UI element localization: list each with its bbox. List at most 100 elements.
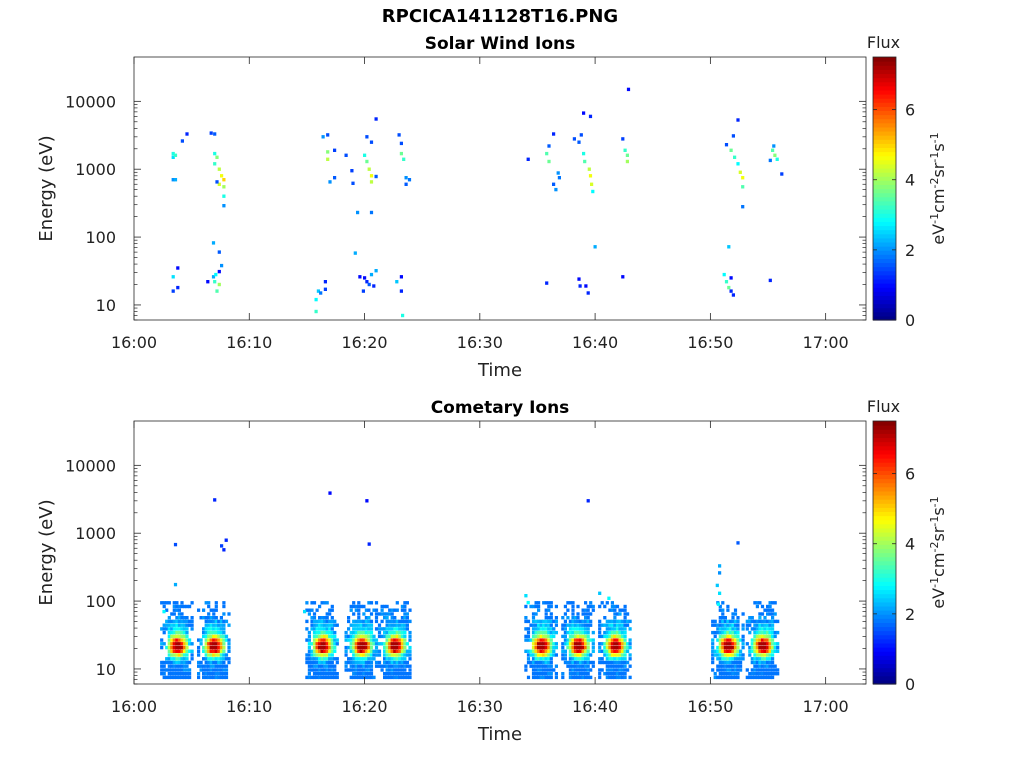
- data-cell: [365, 159, 369, 164]
- data-cell: [537, 642, 541, 646]
- data-cell: [615, 668, 620, 672]
- data-cell: [579, 638, 583, 642]
- data-cell: [716, 657, 720, 661]
- data-cell: [610, 608, 614, 612]
- data-cell: [408, 668, 412, 672]
- data-cell: [305, 675, 309, 680]
- data-cell: [359, 672, 363, 676]
- data-cell: [212, 627, 216, 631]
- colorbar-step: [873, 102, 896, 107]
- data-cell: [217, 672, 221, 676]
- data-cell: [618, 638, 622, 642]
- data-cell: [748, 645, 752, 650]
- data-cell: [328, 627, 332, 631]
- data-cell: [172, 653, 176, 657]
- colorbar-step: [873, 159, 896, 165]
- data-cell: [544, 653, 548, 657]
- data-cell: [571, 623, 575, 627]
- data-cell: [359, 657, 363, 661]
- data-cell: [209, 131, 213, 135]
- data-cell: [202, 668, 206, 672]
- data-cell: [539, 657, 543, 661]
- data-cell: [544, 668, 548, 672]
- data-cell: [328, 672, 332, 676]
- data-cell: [333, 645, 337, 650]
- data-cell: [333, 672, 337, 676]
- data-cell: [330, 649, 334, 653]
- data-cell: [552, 653, 556, 657]
- data-cell: [219, 672, 223, 676]
- data-cell: [403, 619, 407, 624]
- data-cell: [400, 649, 404, 653]
- x-tick-label: 16:50: [687, 333, 733, 352]
- data-cell: [723, 668, 727, 672]
- data-cell: [367, 672, 371, 676]
- data-cell: [529, 604, 533, 609]
- data-cell: [400, 642, 404, 646]
- data-cell: [531, 630, 536, 635]
- data-cell: [167, 657, 171, 661]
- data-cell: [374, 649, 379, 653]
- data-cell: [561, 657, 565, 661]
- data-cell: [362, 630, 366, 635]
- data-cell: [605, 627, 609, 631]
- data-cell: [207, 668, 211, 672]
- data-cell: [741, 185, 745, 189]
- data-cell: [716, 645, 720, 650]
- data-cell: [357, 645, 361, 650]
- data-cell: [335, 657, 339, 661]
- data-cell: [591, 660, 595, 665]
- data-cell: [335, 642, 339, 646]
- data-cell: [310, 675, 314, 680]
- data-cell: [176, 285, 180, 290]
- data-cell: [380, 634, 384, 639]
- data-cell: [369, 653, 374, 657]
- data-cell: [763, 672, 767, 676]
- data-cell: [170, 675, 174, 680]
- data-cell: [400, 668, 404, 672]
- data-cell: [539, 619, 543, 624]
- data-cell: [733, 660, 738, 665]
- data-cell: [727, 245, 731, 249]
- colorbar-step: [873, 601, 896, 607]
- data-cell: [563, 657, 567, 661]
- data-cell: [615, 664, 620, 668]
- data-cell: [315, 672, 319, 676]
- colorbar-step: [873, 274, 896, 280]
- data-cell: [736, 616, 740, 620]
- data-cell: [310, 616, 314, 620]
- data-cell: [171, 275, 175, 279]
- data-cell: [388, 619, 392, 624]
- data-cell: [333, 623, 337, 627]
- data-cell: [362, 642, 366, 646]
- data-cell: [222, 668, 226, 672]
- data-cell: [620, 634, 625, 639]
- data-cell: [605, 675, 609, 680]
- data-cell: [741, 642, 745, 646]
- data-cell: [325, 645, 329, 650]
- data-cell: [372, 608, 376, 612]
- data-cell: [736, 623, 740, 627]
- data-cell: [197, 608, 201, 612]
- colorbar-step: [873, 147, 896, 153]
- data-cell: [576, 653, 580, 657]
- data-cell: [405, 616, 409, 620]
- data-cell: [359, 649, 363, 653]
- data-cell: [354, 653, 358, 657]
- data-cell: [173, 582, 178, 587]
- data-cell: [325, 634, 329, 639]
- data-cell: [312, 668, 317, 672]
- panel-title: Cometary Ions: [431, 398, 570, 418]
- data-cell: [398, 627, 402, 631]
- data-cell: [568, 653, 572, 657]
- data-cell: [211, 275, 216, 279]
- data-cell: [307, 649, 311, 653]
- data-cell: [573, 645, 578, 650]
- colorbar-step: [873, 204, 896, 210]
- data-cell: [579, 619, 583, 624]
- data-cell: [552, 630, 556, 635]
- data-cell: [385, 664, 389, 668]
- data-cell: [388, 623, 392, 627]
- data-cell: [202, 630, 206, 635]
- data-cell: [542, 642, 546, 646]
